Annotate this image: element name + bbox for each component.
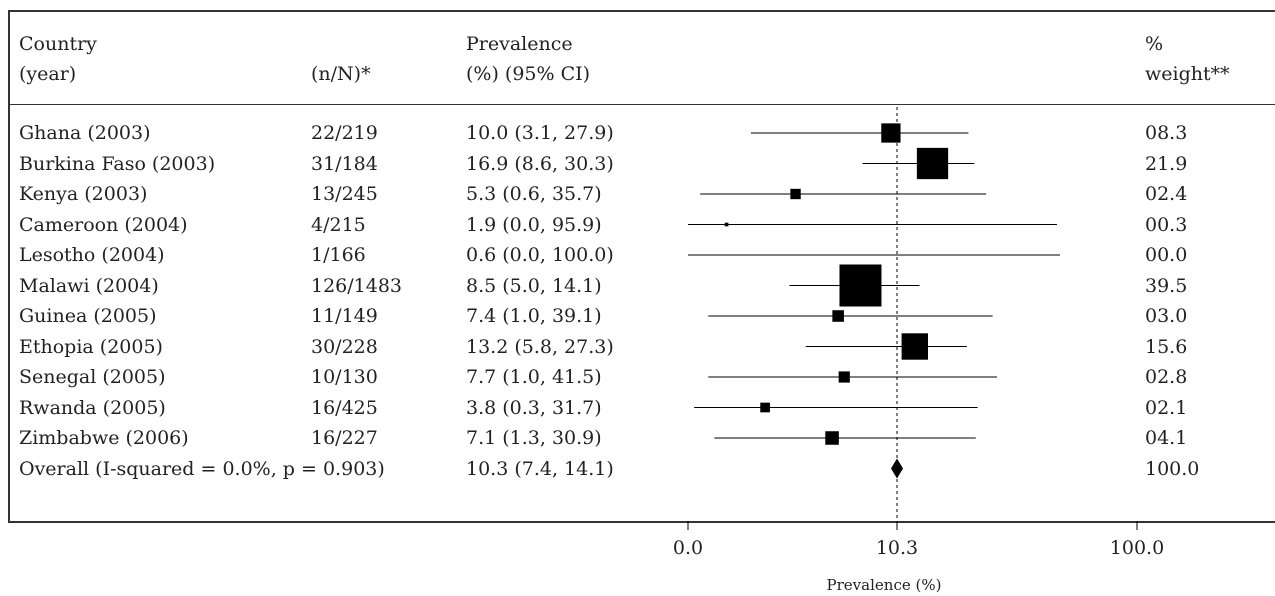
x-tick-label: 10.3 <box>875 537 919 559</box>
study-nN: 13/245 <box>311 183 378 205</box>
study-nN: 4/215 <box>311 213 366 236</box>
study-ci: 16.9 (8.6, 30.3) <box>466 152 614 175</box>
study-weight: 02.4 <box>1145 183 1188 205</box>
study-nN: 11/149 <box>311 305 378 327</box>
table-left-border <box>8 10 10 522</box>
study-name: Malawi (2004) <box>19 274 159 297</box>
overall-diamond <box>891 458 903 479</box>
study-marker <box>838 371 850 383</box>
study-marker <box>825 431 839 445</box>
study-name: Ethopia (2005) <box>19 335 163 358</box>
study-marker <box>916 147 949 180</box>
table-top-border <box>8 10 1275 12</box>
study-marker <box>760 402 770 413</box>
study-weight: 08.3 <box>1145 122 1188 144</box>
study-ci: 10.0 (3.1, 27.9) <box>466 122 614 144</box>
study-ci: 7.7 (1.0, 41.5) <box>466 366 602 388</box>
study-name: Burkina Faso (2003) <box>19 152 216 175</box>
study-weight: 02.8 <box>1145 366 1188 388</box>
study-ci: 13.2 (5.8, 27.3) <box>466 335 614 358</box>
study-ci: 1.9 (0.0, 95.9) <box>466 213 602 236</box>
header-nN: (n/N)* <box>311 63 371 85</box>
study-marker <box>881 123 901 143</box>
study-weight: 39.5 <box>1145 274 1188 297</box>
study-marker <box>832 310 844 322</box>
study-weight: 00.3 <box>1145 213 1188 236</box>
study-weight: 21.9 <box>1145 152 1188 175</box>
overall-label: Overall (I-squared = 0.0%, p = 0.903) <box>19 457 385 480</box>
study-name: Ghana (2003) <box>19 122 151 144</box>
study-ci: 7.1 (1.3, 30.9) <box>466 427 602 449</box>
study-name: Zimbabwe (2006) <box>19 427 189 449</box>
study-name: Lesotho (2004) <box>19 244 165 266</box>
study-nN: 22/219 <box>311 122 378 144</box>
study-weight: 02.1 <box>1145 396 1188 419</box>
x-axis-label: Prevalence (%) <box>826 576 942 594</box>
study-ci: 8.5 (5.0, 14.1) <box>466 274 602 297</box>
study-name: Guinea (2005) <box>19 305 157 327</box>
study-ci: 0.6 (0.0, 100.0) <box>466 244 614 266</box>
study-marker <box>839 264 882 307</box>
study-marker <box>790 188 801 200</box>
study-marker <box>724 222 729 227</box>
study-nN: 1/166 <box>311 244 366 266</box>
study-name: Cameroon (2004) <box>19 213 188 236</box>
study-weight: 00.0 <box>1145 244 1188 266</box>
x-tick-label: 100.0 <box>1109 537 1165 559</box>
study-nN: 16/227 <box>311 427 378 449</box>
header-country: Country (year) <box>19 33 97 85</box>
overall-weight: 100.0 <box>1145 457 1200 480</box>
study-marker <box>901 333 928 360</box>
study-nN: 16/425 <box>311 396 378 419</box>
study-ci: 5.3 (0.6, 35.7) <box>466 183 602 205</box>
study-nN: 10/130 <box>311 366 378 388</box>
study-name: Rwanda (2005) <box>19 396 166 419</box>
study-ci: 7.4 (1.0, 39.1) <box>466 305 602 327</box>
study-nN: 31/184 <box>311 152 378 175</box>
x-axis-line <box>8 521 1275 523</box>
study-ci: 3.8 (0.3, 31.7) <box>466 396 602 419</box>
header-prevalence: Prevalence (%) (95% CI) <box>466 33 591 85</box>
header-divider <box>8 104 1275 105</box>
study-weight: 04.1 <box>1145 427 1188 449</box>
study-nN: 30/228 <box>311 335 378 358</box>
x-tick-label: 0.0 <box>672 537 704 559</box>
study-nN: 126/1483 <box>311 274 403 297</box>
overall-ci: 10.3 (7.4, 14.1) <box>466 457 614 480</box>
header-weight: % weight** <box>1145 33 1230 85</box>
study-weight: 03.0 <box>1145 305 1188 327</box>
study-weight: 15.6 <box>1145 335 1188 358</box>
study-name: Kenya (2003) <box>19 183 148 205</box>
study-name: Senegal (2005) <box>19 366 166 388</box>
